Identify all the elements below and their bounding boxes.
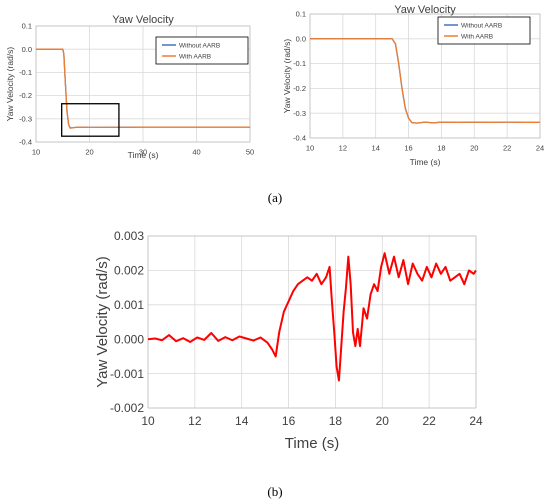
y-tick-label: 0.001 bbox=[114, 298, 144, 312]
x-tick-label: 10 bbox=[141, 414, 155, 428]
x-tick-label: 16 bbox=[404, 144, 412, 153]
legend-label: With AARB bbox=[461, 33, 493, 40]
y-axis-label: Yaw Velocity (rad/s) bbox=[94, 256, 111, 387]
y-tick-label: -0.002 bbox=[110, 401, 144, 415]
plot-area-frame bbox=[309, 13, 541, 139]
x-tick-label: 12 bbox=[188, 414, 202, 428]
legend-label: Without AARB bbox=[461, 22, 502, 29]
legend-label: Without AARB bbox=[179, 42, 220, 49]
series-line-with-aarb bbox=[310, 38, 540, 124]
caption-a: (a) bbox=[268, 190, 282, 205]
y-tick-label: -0.4 bbox=[19, 138, 32, 147]
x-tick-label: 16 bbox=[282, 414, 296, 428]
x-axis-label: Time (s) bbox=[128, 150, 159, 160]
legend: Without AARB With AARB bbox=[155, 36, 249, 65]
y-tick-label: -0.1 bbox=[19, 68, 32, 77]
legend-box bbox=[155, 36, 249, 65]
y-tick-label: -0.001 bbox=[110, 367, 144, 381]
x-tick-label: 40 bbox=[192, 148, 200, 157]
x-tick-label: 22 bbox=[503, 144, 511, 153]
caption-b: (b) bbox=[267, 484, 282, 499]
y-tick-label: 0.003 bbox=[114, 229, 144, 243]
legend: Without AARB With AARB bbox=[437, 16, 531, 45]
y-tick-label: -0.3 bbox=[293, 109, 306, 118]
y-tick-label: 0.1 bbox=[22, 22, 32, 31]
plot-area-frame bbox=[35, 25, 251, 143]
y-tick-label: -0.2 bbox=[293, 84, 306, 93]
series-line-without-aarb bbox=[310, 38, 540, 124]
x-tick-label: 20 bbox=[85, 148, 93, 157]
chart-1: 0.1 0.0 -0.1 -0.2 -0.3 -0.410 20 30 40 50 Yaw Velo… bbox=[5, 14, 254, 160]
legend-box bbox=[437, 16, 531, 45]
x-tick-label: 10 bbox=[306, 144, 314, 153]
x-axis-label: Time (s) bbox=[285, 435, 339, 452]
y-tick-label: 0.1 bbox=[296, 10, 306, 19]
y-tick-label: -0.4 bbox=[293, 134, 306, 143]
x-tick-label: 24 bbox=[536, 144, 544, 153]
y-tick-label: -0.2 bbox=[19, 91, 32, 100]
x-tick-label: 10 bbox=[32, 148, 40, 157]
legend-label: With AARB bbox=[179, 53, 211, 60]
x-tick-label: 12 bbox=[339, 144, 347, 153]
y-axis-label: Yaw Velocity (rad/s) bbox=[5, 47, 15, 122]
x-tick-label: 50 bbox=[246, 148, 254, 157]
y-axis-label: Yaw Velocity (rad/s) bbox=[282, 39, 292, 114]
series-line-with-aarb bbox=[36, 48, 250, 129]
y-tick-label: 0.000 bbox=[114, 332, 144, 346]
chart-2: 0.1 0.0 -0.1 -0.2 -0.3 -0.410 12 14 16 18 20 22 24 Ya… bbox=[282, 4, 544, 167]
y-tick-label: -0.1 bbox=[293, 59, 306, 68]
chart-title: Yaw Velocity bbox=[394, 4, 456, 16]
y-tick-label: 0.0 bbox=[296, 34, 306, 43]
plot-area-frame bbox=[147, 235, 477, 409]
y-tick-label: -0.3 bbox=[19, 114, 32, 123]
x-tick-label: 24 bbox=[469, 414, 483, 428]
x-tick-label: 18 bbox=[329, 414, 343, 428]
x-tick-label: 14 bbox=[235, 414, 249, 428]
x-axis-label: Time (s) bbox=[410, 157, 441, 167]
series-line-yaw-velocity-difference bbox=[147, 252, 477, 382]
y-tick-label: 0.0 bbox=[22, 45, 32, 54]
chart-title: Yaw Velocity bbox=[112, 14, 174, 26]
x-tick-label: 20 bbox=[470, 144, 478, 153]
zoom-region-box bbox=[61, 103, 120, 137]
x-tick-label: 14 bbox=[372, 144, 380, 153]
x-tick-label: 18 bbox=[437, 144, 445, 153]
x-tick-label: 30 bbox=[139, 148, 147, 157]
x-tick-label: 22 bbox=[422, 414, 436, 428]
y-tick-label: 0.002 bbox=[114, 264, 144, 278]
x-tick-label: 20 bbox=[376, 414, 390, 428]
